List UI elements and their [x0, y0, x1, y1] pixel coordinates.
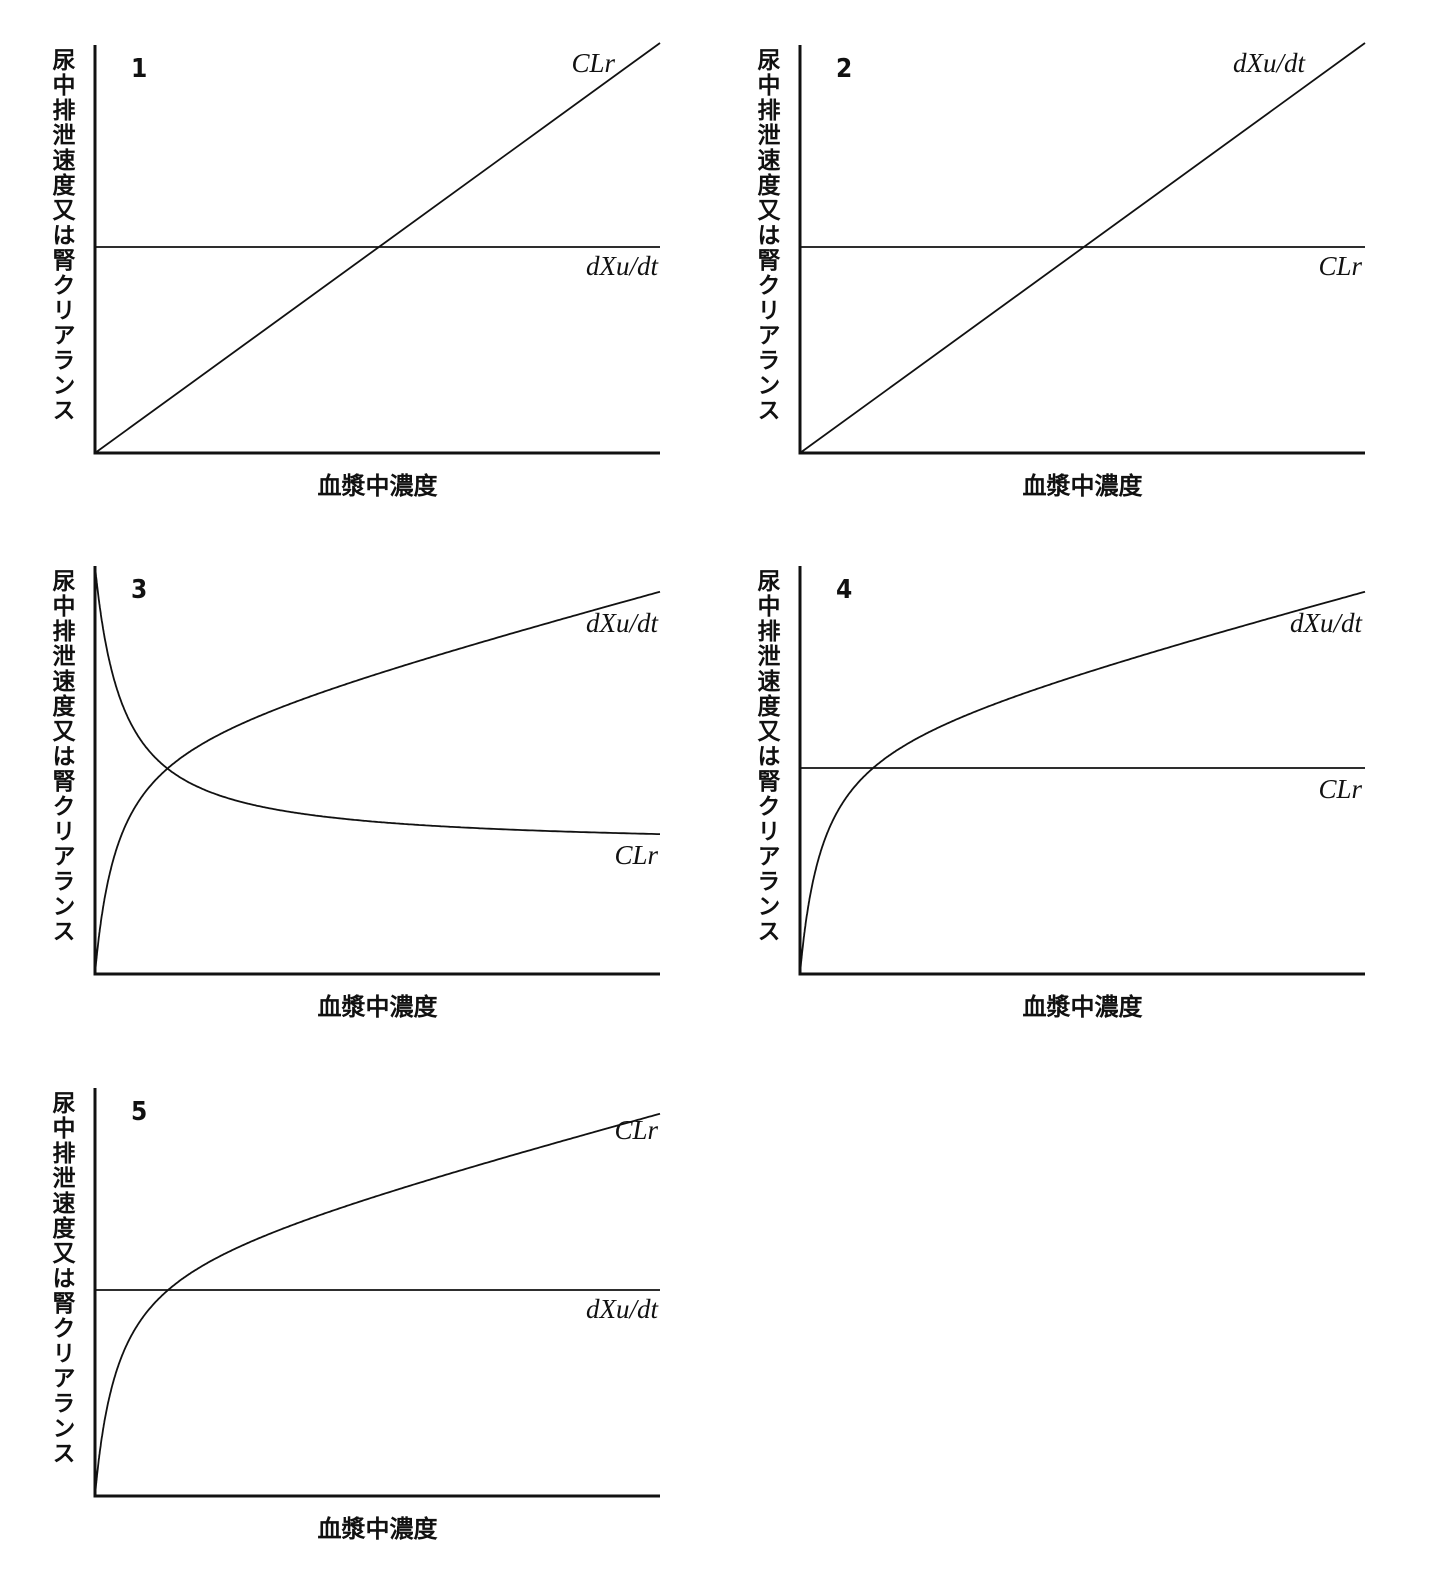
y-axis-label: 尿中排泄速度又は腎クリアランス: [48, 569, 74, 944]
panel-number: 1: [131, 54, 147, 84]
panel-number: 2: [836, 54, 852, 84]
panel-number: 5: [131, 1097, 147, 1127]
axes: [93, 566, 660, 976]
curve: [799, 590, 1366, 975]
axes: [93, 1088, 660, 1498]
curve-label: dXu/dt: [586, 251, 659, 281]
curve: [94, 566, 660, 835]
curve: [94, 1112, 661, 1497]
x-axis-label: 血漿中濃度: [1023, 472, 1144, 500]
curve-label: dXu/dt: [586, 608, 659, 638]
curve: [94, 42, 661, 454]
panel-number: 4: [836, 575, 852, 605]
y-axis-label: 尿中排泄速度又は腎クリアランス: [48, 48, 74, 423]
curve: [94, 590, 661, 975]
curve-label: CLr: [571, 48, 615, 78]
curve: [799, 42, 1366, 454]
panel-number: 3: [131, 575, 147, 605]
curve-label: CLr: [614, 840, 658, 870]
y-axis-label: 尿中排泄速度又は腎クリアランス: [48, 1091, 74, 1466]
y-axis-label: 尿中排泄速度又は腎クリアランス: [753, 48, 779, 423]
y-axis-label: 尿中排泄速度又は腎クリアランス: [753, 569, 779, 944]
x-axis-label: 血漿中濃度: [1023, 993, 1144, 1021]
x-axis-label: 血漿中濃度: [318, 1515, 439, 1543]
x-axis-label: 血漿中濃度: [318, 993, 439, 1021]
curve-label: dXu/dt: [1233, 48, 1306, 78]
curve-label: dXu/dt: [1290, 608, 1363, 638]
x-axis-label: 血漿中濃度: [318, 472, 439, 500]
curve-label: dXu/dt: [586, 1294, 659, 1324]
curve-label: CLr: [1318, 774, 1362, 804]
curve-label: CLr: [1318, 251, 1362, 281]
curve-label: CLr: [614, 1115, 658, 1145]
axes: [798, 566, 1365, 976]
